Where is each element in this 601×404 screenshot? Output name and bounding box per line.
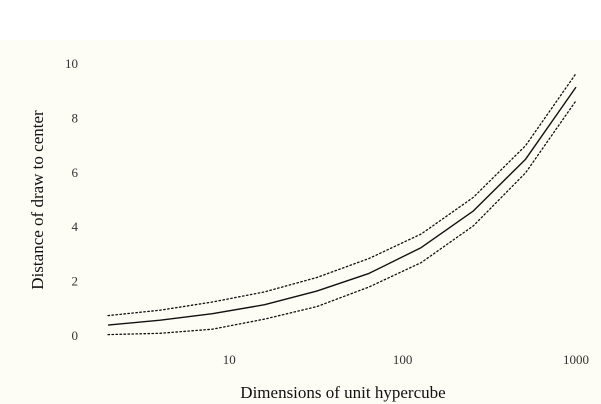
y-tick-label: 8 — [72, 110, 79, 125]
x-axis-label: Dimensions of unit hypercube — [240, 383, 445, 402]
x-axis-ticks: 10 100 1000 — [223, 352, 589, 367]
y-axis-label: Distance of draw to center — [28, 110, 47, 290]
x-tick-label: 1000 — [563, 352, 589, 367]
series-layer — [107, 72, 577, 336]
y-tick-label: 0 — [72, 328, 79, 343]
mean-distance-line — [107, 86, 577, 326]
y-tick-label: 6 — [72, 165, 79, 180]
y-tick-label: 2 — [72, 274, 79, 289]
upper-bound-line — [107, 72, 577, 317]
y-tick-label: 4 — [72, 219, 79, 234]
x-tick-label: 10 — [223, 352, 236, 367]
y-tick-label: 10 — [65, 56, 78, 71]
y-axis-ticks: 0 2 4 6 8 10 — [65, 56, 79, 343]
lower-bound-line — [107, 100, 577, 336]
x-tick-label: 100 — [393, 352, 413, 367]
plot-background — [0, 40, 601, 404]
